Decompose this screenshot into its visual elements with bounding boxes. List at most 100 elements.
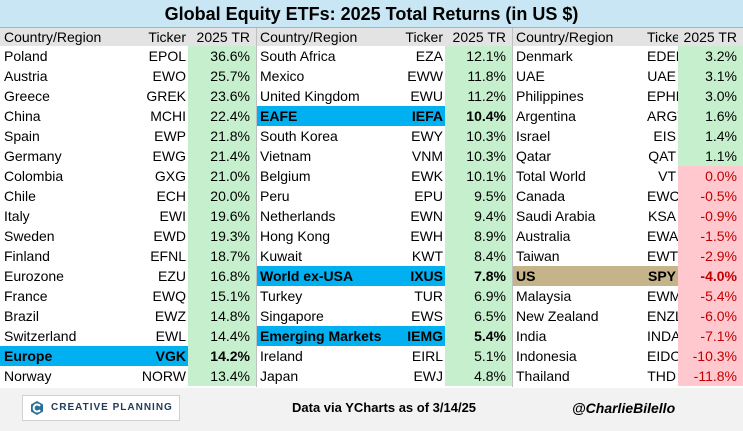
- row-return-value: 11.8%: [445, 66, 512, 86]
- row-return-value: -6.0%: [678, 306, 743, 326]
- row-return-value: -0.5%: [678, 186, 743, 206]
- row-return-value: 19.3%: [188, 226, 256, 246]
- row-ticker: EIDO: [647, 348, 678, 364]
- row-return-value: 22.4%: [188, 106, 256, 126]
- row-country-name: US: [512, 266, 647, 286]
- row-ticker: EWC: [647, 188, 678, 204]
- row-ticker: VGK: [140, 346, 188, 366]
- row-ticker: EZU: [158, 268, 186, 284]
- row-country-name: Singapore: [260, 308, 324, 324]
- row-return-value: 10.1%: [445, 166, 512, 186]
- row-return-value: 8.9%: [445, 226, 512, 246]
- row-return-value: 14.4%: [188, 326, 256, 346]
- row-return-value: 15.1%: [188, 286, 256, 306]
- row-ticker: EWZ: [154, 308, 186, 324]
- row-ticker: GXG: [154, 168, 186, 184]
- row-ticker: EWW: [407, 68, 443, 84]
- row-country-name: EAFE: [256, 106, 397, 126]
- column-header-return: 2025 TR: [445, 28, 512, 46]
- row-return-value: 1.1%: [678, 146, 743, 166]
- row-country-name: Ireland: [260, 348, 303, 364]
- row-return-value: -0.9%: [678, 206, 743, 226]
- row-return-value: 5.1%: [445, 346, 512, 366]
- row-return-value: 21.8%: [188, 126, 256, 146]
- row-country-name: Turkey: [260, 288, 303, 304]
- row-ticker: QAT: [648, 148, 676, 164]
- row-ticker: EIRL: [411, 348, 443, 364]
- row-country-name: World ex-USA: [256, 266, 397, 286]
- row-country-name: Japan: [260, 368, 299, 384]
- data-source-note: Data via YCharts as of 3/14/25: [292, 400, 477, 415]
- row-country-name: Colombia: [4, 168, 64, 184]
- row-ticker: EWY: [411, 128, 443, 144]
- row-country-name: Sweden: [4, 228, 55, 244]
- row-country-name: France: [4, 288, 48, 304]
- row-ticker: EWM: [647, 288, 678, 304]
- row-country-name: Vietnam: [260, 148, 312, 164]
- row-country-name: Thailand: [516, 368, 570, 384]
- row-return-value: 6.9%: [445, 286, 512, 306]
- row-return-value: 14.2%: [188, 346, 256, 366]
- row-ticker: THD: [647, 368, 676, 384]
- row-ticker: ARGT: [647, 108, 678, 124]
- row-country-name: Spain: [4, 128, 40, 144]
- column-header-return: 2025 TR: [188, 28, 256, 46]
- row-return-value: 4.8%: [445, 366, 512, 386]
- row-return-value: 3.2%: [678, 46, 743, 66]
- row-country-name: Greece: [4, 88, 50, 104]
- row-return-value: 3.0%: [678, 86, 743, 106]
- row-ticker: EZA: [415, 48, 443, 64]
- row-ticker: KSA: [647, 208, 676, 224]
- row-return-value: -1.5%: [678, 226, 743, 246]
- row-ticker: EWG: [152, 148, 186, 164]
- row-return-value: 9.4%: [445, 206, 512, 226]
- row-country-name: Poland: [4, 48, 48, 64]
- row-ticker: EWO: [152, 68, 186, 84]
- row-return-value: -11.8%: [678, 366, 743, 386]
- row-return-value: 9.5%: [445, 186, 512, 206]
- row-country-name: Belgium: [260, 168, 311, 184]
- row-return-value: -7.1%: [678, 326, 743, 346]
- row-return-value: 23.6%: [188, 86, 256, 106]
- row-ticker: GREK: [146, 88, 186, 104]
- row-ticker: ENZL: [647, 308, 678, 324]
- row-country-name: Finland: [4, 248, 50, 264]
- row-country-name: Chile: [4, 188, 36, 204]
- row-country-name: Brazil: [4, 308, 40, 324]
- row-ticker: EWU: [410, 88, 443, 104]
- row-ticker: EDEN: [647, 48, 678, 64]
- row-ticker: EWQ: [152, 288, 186, 304]
- row-return-value: 3.1%: [678, 66, 743, 86]
- row-ticker: EWP: [154, 128, 186, 144]
- row-return-value: -2.9%: [678, 246, 743, 266]
- row-ticker: EFNL: [150, 248, 186, 264]
- chart-title: Global Equity ETFs: 2025 Total Returns (…: [0, 0, 743, 28]
- column-header-country: Country/Region: [0, 28, 144, 46]
- row-ticker: EWI: [159, 208, 186, 224]
- row-country-name: South Africa: [260, 48, 336, 64]
- row-return-value: 21.4%: [188, 146, 256, 166]
- row-country-name: Total World: [516, 168, 586, 184]
- row-return-value: 1.6%: [678, 106, 743, 126]
- row-ticker: EPU: [414, 188, 443, 204]
- row-country-name: Argentina: [516, 108, 576, 124]
- column-divider: [512, 28, 513, 387]
- row-country-name: Eurozone: [4, 268, 64, 284]
- row-country-name: Switzerland: [4, 328, 77, 344]
- row-ticker: EWH: [410, 228, 443, 244]
- column-header-ticker: Ticker: [140, 28, 188, 46]
- row-ticker: EWK: [411, 168, 443, 184]
- row-country-name: Germany: [4, 148, 62, 164]
- row-country-name: Italy: [4, 208, 30, 224]
- row-ticker: EWL: [155, 328, 186, 344]
- row-country-name: United Kingdom: [260, 88, 360, 104]
- row-return-value: -5.4%: [678, 286, 743, 306]
- row-return-value: 19.6%: [188, 206, 256, 226]
- row-country-name: Saudi Arabia: [516, 208, 596, 224]
- column-header-ticker: Ticker: [647, 28, 685, 46]
- row-return-value: 12.1%: [445, 46, 512, 66]
- row-country-name: Qatar: [516, 148, 552, 164]
- row-country-name: Norway: [4, 368, 52, 384]
- row-ticker: IEMG: [397, 326, 445, 346]
- row-country-name: Netherlands: [260, 208, 336, 224]
